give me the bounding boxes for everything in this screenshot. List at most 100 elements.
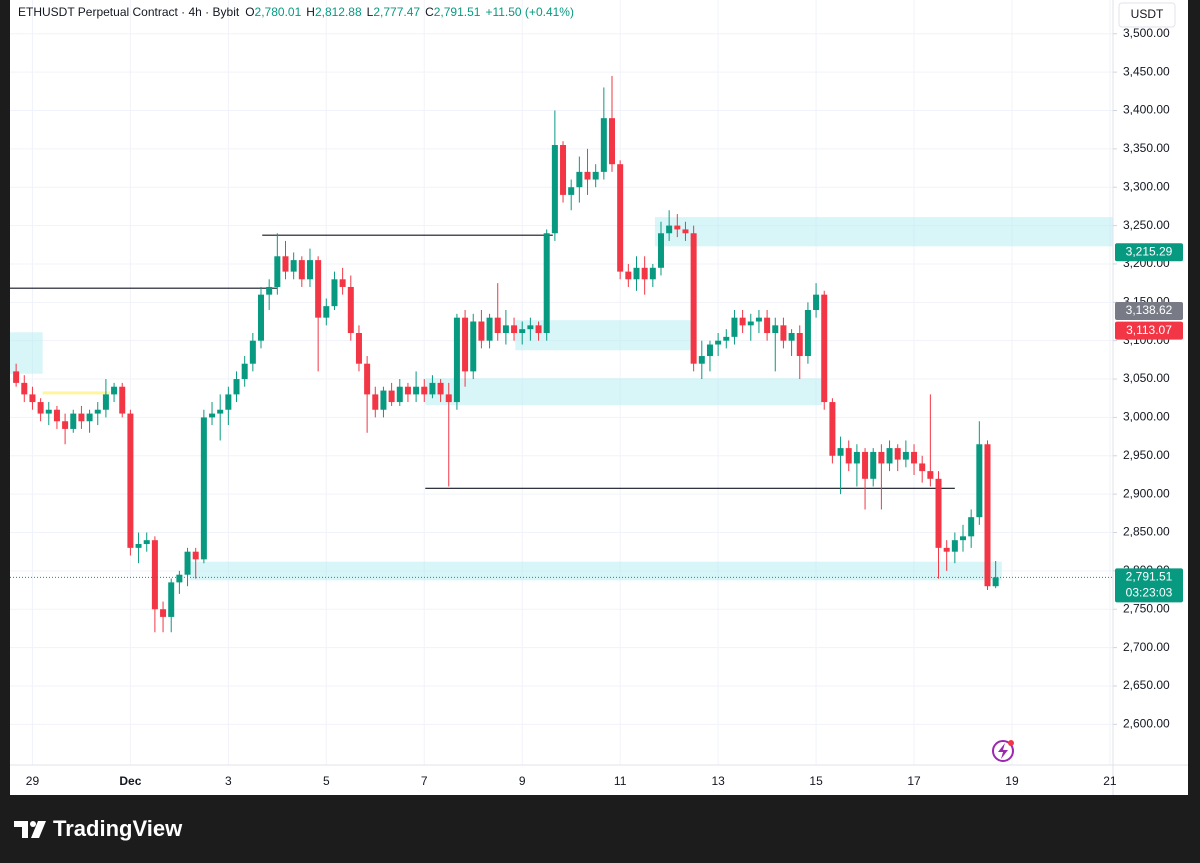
candle-body	[543, 233, 550, 334]
candle-body	[380, 390, 387, 410]
x-tick-label: 7	[421, 774, 428, 788]
candle-body	[94, 409, 101, 414]
zone	[654, 217, 1113, 247]
y-tick-label: 3,250.00	[1123, 218, 1170, 232]
candle-body	[641, 267, 648, 280]
ohlc-value: 2,777.47	[373, 5, 420, 19]
price-label-box	[1115, 243, 1183, 262]
candle-body	[437, 382, 444, 395]
candle-body	[462, 317, 469, 372]
candle-body	[976, 444, 983, 518]
candle-body	[404, 386, 411, 395]
price-label-box	[1115, 302, 1183, 321]
ohlc-label: L	[367, 5, 374, 19]
candle-body	[13, 371, 20, 383]
x-tick-label: 19	[1005, 774, 1019, 788]
candle-body	[788, 333, 795, 341]
candle-body	[935, 478, 942, 548]
candle-body	[706, 344, 713, 357]
x-tick-label: 5	[323, 774, 330, 788]
candle-body	[617, 164, 624, 272]
ohlc-label: C	[425, 5, 434, 19]
candle-body	[870, 451, 877, 479]
candle-body	[429, 382, 436, 395]
price-label-box	[1115, 321, 1183, 340]
currency-box[interactable]	[1118, 2, 1176, 28]
candle-body	[943, 547, 950, 552]
ohlc-label: O	[245, 5, 254, 19]
ohlc-value: 2,812.88	[315, 5, 362, 19]
candle-body	[282, 256, 289, 272]
alert-icon[interactable]	[992, 740, 1014, 762]
candle-body	[568, 187, 575, 195]
y-tick-label: 3,300.00	[1123, 179, 1170, 193]
x-tick-label: 15	[809, 774, 823, 788]
candle-body	[723, 336, 730, 341]
candle-body	[837, 448, 844, 456]
candle-body	[633, 267, 640, 280]
candle-body	[86, 413, 93, 422]
y-tick-label: 2,600.00	[1123, 717, 1170, 731]
candle-body	[78, 413, 85, 422]
candle-body	[45, 409, 52, 414]
candle-body	[960, 536, 967, 541]
candle-body	[690, 233, 697, 364]
candle-body	[413, 386, 420, 395]
y-tick-label: 2,700.00	[1123, 640, 1170, 654]
header: ETHUSDT Perpetual Contract · 4h · Bybit O…	[18, 5, 574, 19]
currency: USDT	[1131, 7, 1164, 21]
candle-body	[70, 413, 77, 429]
candle-body	[894, 448, 901, 460]
candle-body	[315, 260, 322, 318]
candle-body	[470, 321, 477, 372]
candle-body	[331, 279, 338, 307]
candle-body	[143, 540, 150, 545]
candle-body	[225, 394, 232, 410]
candle-body	[813, 294, 820, 310]
alert-bolt	[998, 743, 1008, 759]
candle-body	[364, 363, 371, 395]
candle-body	[258, 294, 265, 341]
candle-body	[21, 382, 28, 395]
candle-body	[527, 325, 534, 330]
candle-body	[306, 260, 313, 280]
candle-body	[241, 363, 248, 380]
candle-body	[772, 325, 779, 334]
candle-body	[804, 309, 811, 357]
candle-body	[274, 256, 281, 287]
candle-body	[233, 379, 240, 395]
candle-body	[747, 321, 754, 326]
candle-body	[657, 233, 664, 268]
candle-body	[249, 340, 256, 364]
logo-slash	[31, 821, 46, 838]
brand-logo	[14, 821, 46, 838]
candle-body	[298, 260, 305, 280]
candle-body	[560, 145, 567, 195]
candle-body	[478, 321, 485, 341]
x-tick-label: 3	[225, 774, 232, 788]
candle-body	[184, 551, 191, 575]
candle-body	[919, 463, 926, 472]
candle-body	[551, 145, 558, 234]
y-tick-label: 3,450.00	[1123, 64, 1170, 78]
candle-body	[829, 402, 836, 456]
candle-body	[968, 517, 975, 537]
candle-body	[853, 451, 860, 464]
candle-body	[29, 394, 36, 403]
price-label-box	[1115, 568, 1183, 603]
price-label: 3,113.07	[1126, 323, 1172, 337]
candle-body	[576, 171, 583, 188]
candle-body	[453, 317, 460, 403]
candle-body	[535, 325, 542, 334]
x-tick-label: Dec	[119, 774, 141, 788]
candle-body	[764, 317, 771, 334]
ohlc-label: H	[306, 5, 315, 19]
candle-body	[176, 574, 183, 583]
y-tick-label: 3,050.00	[1123, 371, 1170, 385]
symbol-title: ETHUSDT Perpetual Contract · 4h · Bybit	[18, 5, 240, 19]
candle-body	[927, 471, 934, 479]
logo-bar	[14, 821, 28, 838]
candle-body	[666, 225, 673, 234]
candle-body	[119, 386, 126, 414]
